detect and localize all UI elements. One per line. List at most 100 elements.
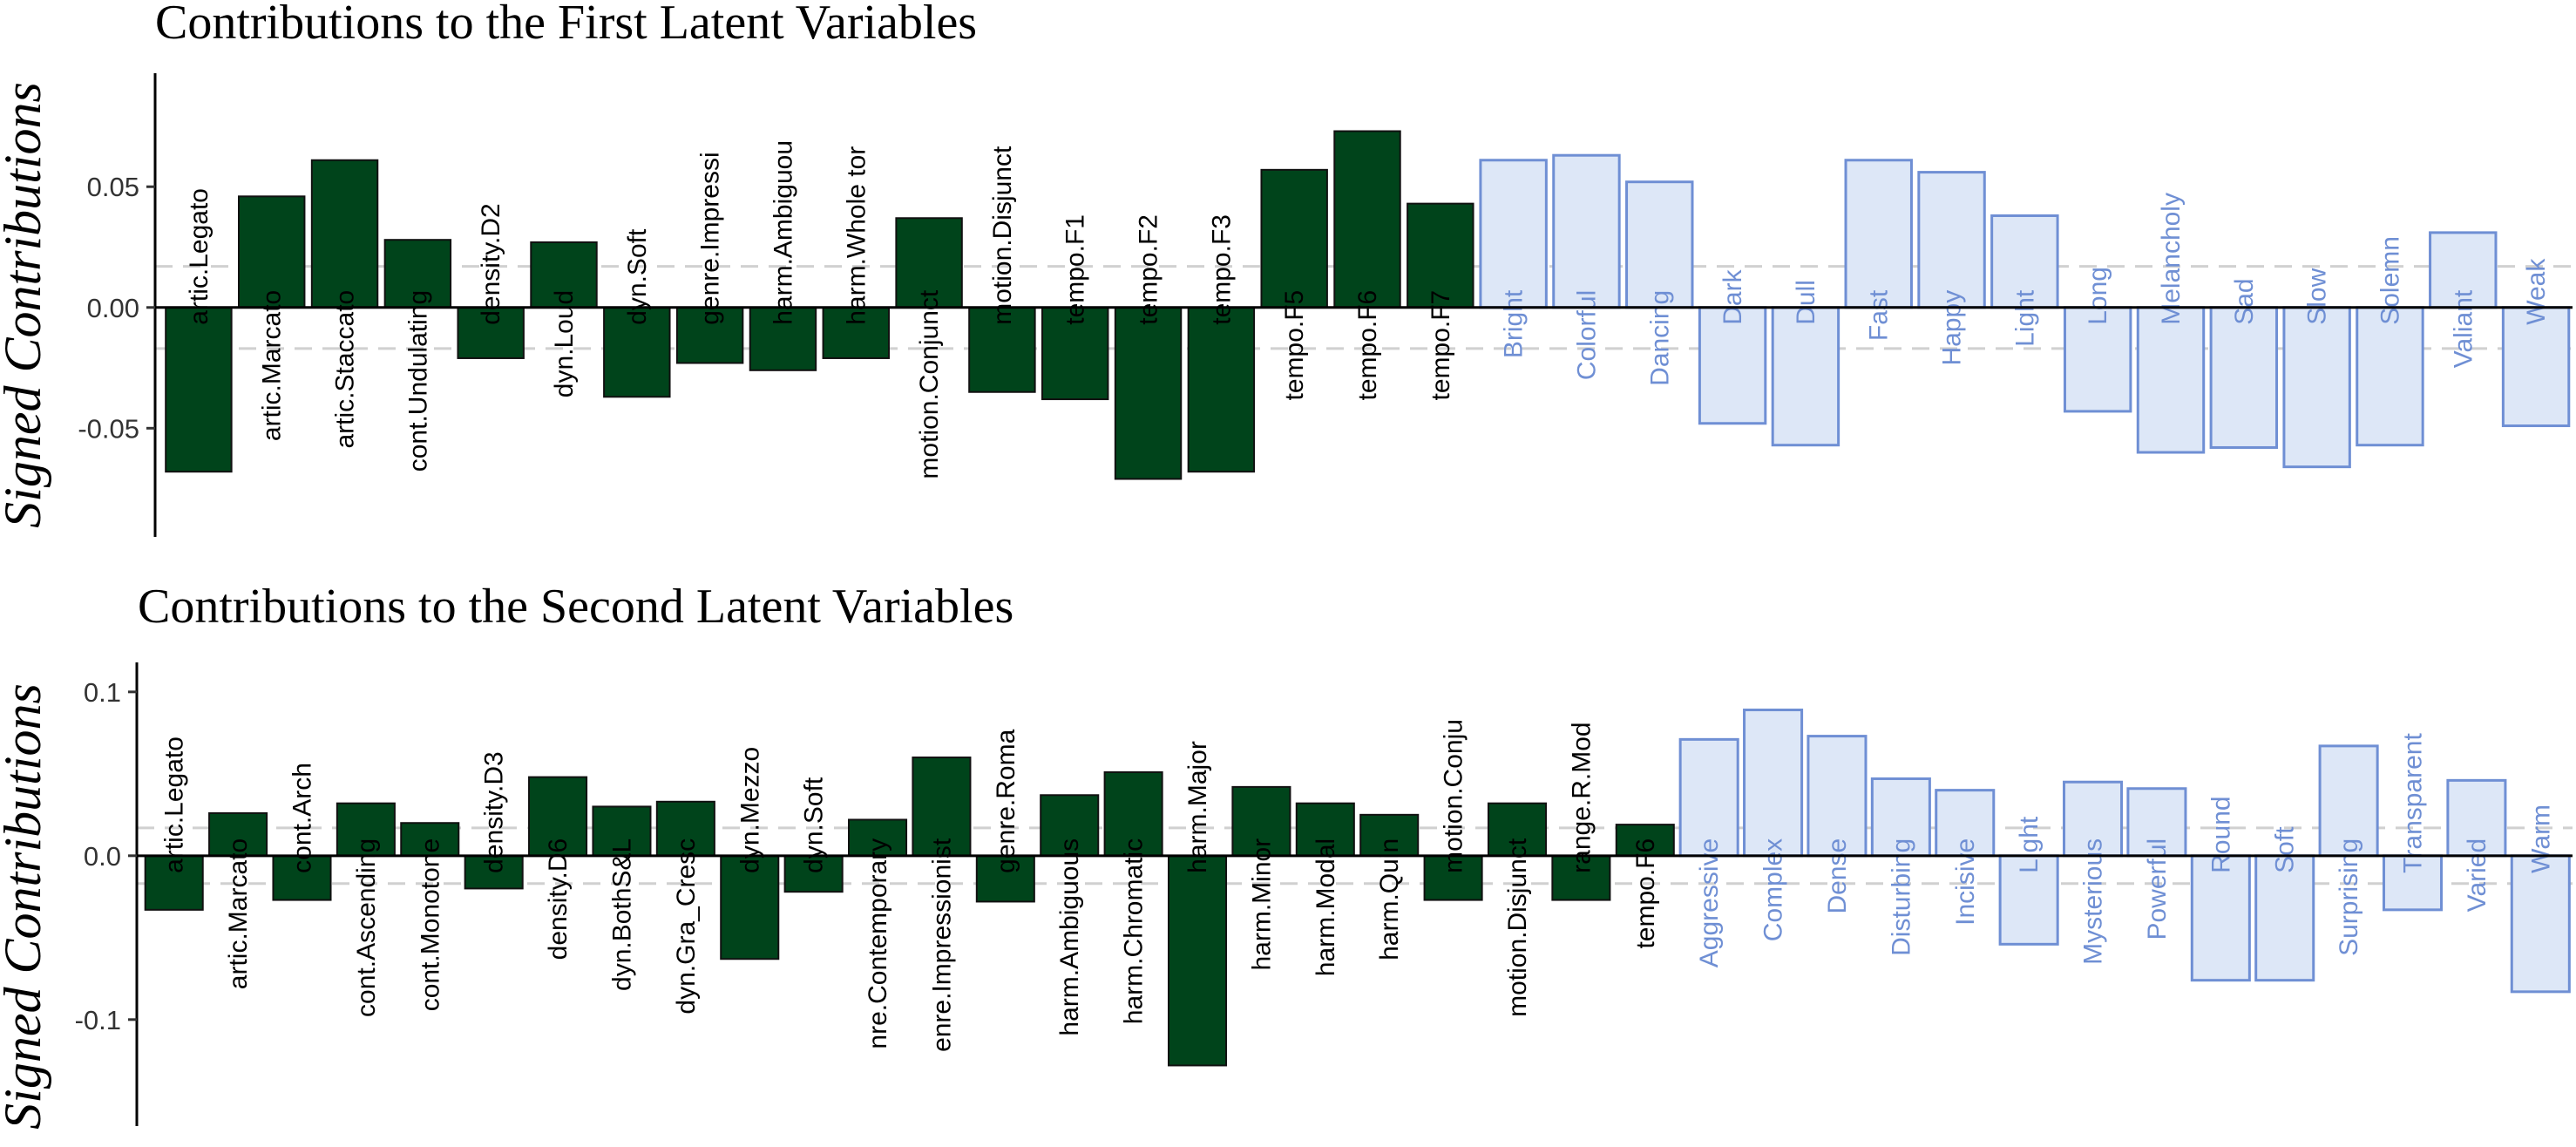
bar-label-genre-contemporary: nre.Contemporary [864,838,892,1049]
bar-label-happy: Happy [1938,290,1967,366]
bar-range-r-mod [1551,854,1611,901]
bar-label-dyn-boths-l: dyn.BothS&L [607,838,636,991]
bar-label-colorful: Colorful [1572,290,1601,380]
bar-harm-quin [1359,813,1420,857]
bar-tempo-f7 [1407,202,1474,309]
chart-title: Contributions to the First Latent Variab… [155,0,977,50]
bar-label-motion-conjunct: motion.Conjunct [915,289,944,478]
y-tick-label: 0.05 [87,172,139,202]
bar-harm-major [1167,854,1228,1067]
bar-artic-marcato [208,811,268,857]
y-tick-label: 0.00 [87,293,139,323]
bar-label-harm-ambiguous: harm.Ambiguous [1055,838,1084,1036]
bar-label-artic-legato: artic.Legato [160,736,189,873]
bar-bright [1479,159,1548,309]
bar-label-harm-quin: harm.Quin [1375,838,1404,960]
bar-label-fast: Fast [1865,289,1894,341]
bar-density-d6 [528,776,588,857]
bar-artic-legato [144,854,204,911]
bar-harm-ambiguous [1040,794,1100,857]
bar-colorful [1552,153,1621,309]
bar-valiant [2429,231,2498,309]
bar-powerful [2126,787,2187,858]
bar-label-artic-legato: artic.Legato [185,188,214,325]
bar-label-range-r-mod: range.R.Mod [1567,722,1596,872]
bar-harm-modal [1295,802,1355,857]
bar-label-varied: Varied [2463,838,2491,912]
bar-label-motion-disjunct: motion.Disjunct [988,146,1017,325]
bar-label-aggressive: Aggressive [1695,838,1724,967]
bar-solemn [2356,306,2424,447]
bar-label-transparent: Transparent [2399,733,2428,873]
bar-label-complex: Complex [1759,838,1788,941]
bar-artic-legato [165,306,233,473]
bar-motion-disjunct [968,306,1036,393]
bar-label-powerful: Powerful [2143,838,2172,940]
bar-dyn-soft [603,306,671,398]
bar-genre-impressionist [912,757,972,857]
bar-genre-roma [975,854,1035,903]
bar-label-motion-conju: motion.Conju [1440,719,1468,873]
bar-label-harm-minor: harm.Minor [1247,838,1276,971]
bar-label-sad: Sad [2230,278,2259,324]
bar-light [1990,214,2059,309]
plot-area: artic.Legatoartic.Marcatocont.Archcont.A… [75,662,2573,1126]
bars: artic.Legatoartic.Marcatocont.Archcont.A… [144,709,2571,1067]
bar-dyn-boths-l [592,805,652,857]
y-tick-label: 0.0 [84,841,121,872]
bar-cont-arch [272,854,332,901]
bar-genre-contemporary [848,818,908,857]
bar-label-dyn-mezzo: dyn.Mezzo [736,747,764,873]
bar-surprising [2318,744,2379,858]
bar-motion-disjunct [1487,802,1548,857]
bar-soft [2254,854,2315,982]
bar-harm-chromatic [1103,770,1163,857]
bar-label-harm-chromatic: harm.Chromatic [1120,838,1149,1024]
bar-label-slow: Slow [2303,268,2332,324]
bar-dense [1807,735,1868,858]
bar-label-density-d6: density.D6 [544,838,573,960]
bar-label-dancing: Dancing [1645,290,1674,386]
y-axis-label: Signed Contributions [0,82,51,528]
bar-label-genre-roma: genre.Roma [992,729,1020,872]
bar-dull [1771,306,1840,447]
bar-artic-staccato [310,159,379,309]
bar-artic-marcato [238,195,306,309]
bar-tempo-f6 [1333,130,1401,309]
bar-label-long: Long [2084,267,2112,325]
bar-label-round: Round [2207,796,2235,872]
bar-label-harm-major: harm.Major [1183,741,1212,873]
bar-label-harm-modal: harm.Modal [1312,838,1340,976]
bar-label-disturbing: Disturbing [1887,838,1915,956]
panel-first-latent: Contributions to the First Latent Variab… [0,0,2573,537]
bar-cont-ascending [336,802,396,857]
bar-density-d2 [457,306,525,359]
bars: artic.Legato artic.Marcato artic.Staccato c… [165,130,2571,480]
bar-harm-whole-tor [822,306,890,359]
bar-label-solemn: Solemn [2376,236,2404,325]
plot-area: artic.Legato artic.Marcato artic.Staccato c… [78,73,2573,537]
bar-label-density-d3: density.D3 [480,751,509,873]
chart-title: Contributions to the Second Latent Varia… [138,580,1013,634]
bar-cont-monotone [400,822,460,857]
bar-label-light: Light [2015,816,2044,873]
bar-warm [2510,854,2571,994]
bar-slow [2282,306,2351,469]
bar-harm-minor [1231,785,1291,857]
bar-tempo-f3 [1187,306,1256,473]
bar-label-dyn-soft: dyn.Soft [800,777,829,873]
bar-label-cont-undulating: cont.Undulating [403,290,432,472]
bar-label-warm: Warm [2526,804,2555,873]
bar-label-incisive: Incisive [1951,838,1980,926]
bar-label-artic-marcato: artic.Marcato [258,290,287,441]
bar-label-surprising: Surprising [2335,838,2363,956]
bar-label-soft: Soft [2271,826,2300,873]
bar-label-light: Light [2010,289,2039,347]
bar-happy [1917,171,1986,309]
bar-complex [1743,709,1804,858]
bar-label-dull: Dull [1792,280,1820,325]
bar-label-density-d2: density.D2 [477,203,505,325]
panel-second-latent: Contributions to the Second Latent Varia… [0,580,2573,1130]
bar-dancing [1625,180,1694,309]
bar-tempo-f2 [1114,306,1183,480]
